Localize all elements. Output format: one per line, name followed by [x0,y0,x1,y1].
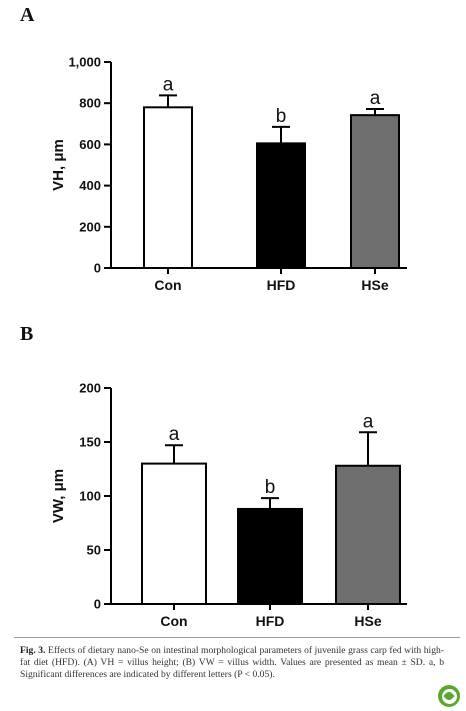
category-label: Con [154,277,181,293]
y-tick-label: 400 [79,178,101,193]
y-tick-label: 200 [79,381,101,396]
y-tick-label: 200 [79,219,101,234]
y-tick-label: 0 [94,261,101,276]
category-label: HSe [361,277,388,293]
y-tick-label: 50 [87,543,101,558]
y-tick-label: 100 [79,489,101,504]
category-label: HFD [267,277,296,293]
category-label: HFD [256,613,285,629]
y-tick-label: 1,000 [68,55,101,70]
bar-con [143,106,193,269]
y-tick-label: 150 [79,435,101,450]
y-axis-label: VW, μm [50,469,67,523]
panel-label-a: A [20,4,35,26]
significance-label: b [276,106,287,127]
y-tick-label: 800 [79,96,101,111]
category-label: HSe [354,613,381,629]
bar-hse [335,464,401,606]
significance-label: a [370,88,381,109]
chart-a-villus-height: 0 200 400 600 800 1,000 VH, μm a Con b HFD a HSe [50,55,407,293]
y-tick-label: 600 [79,137,101,152]
bar-hfd [237,507,303,606]
significance-label: b [265,477,276,498]
y-axis-label: VH, μm [50,139,67,191]
panel-label-b: B [20,323,34,345]
bar-hse [350,114,400,270]
figure-caption: Fig. 3. Effects of dietary nano-Se on in… [20,645,444,682]
chart-b-villus-width: 0 50 100 150 200 VW, μm a Con b HFD a HSe [50,381,407,629]
bar-con [141,462,207,605]
caption-divider [14,637,460,638]
figure-number: Fig. 3. [20,645,46,656]
significance-label: a [163,74,174,95]
leaf-icon[interactable] [438,685,460,707]
significance-label: a [169,424,180,445]
caption-text: Effects of dietary nano-Se on intestinal… [20,645,444,681]
significance-label: a [363,411,374,432]
bar-hfd [256,142,306,269]
y-tick-label: 0 [94,597,101,612]
category-label: Con [160,613,187,629]
